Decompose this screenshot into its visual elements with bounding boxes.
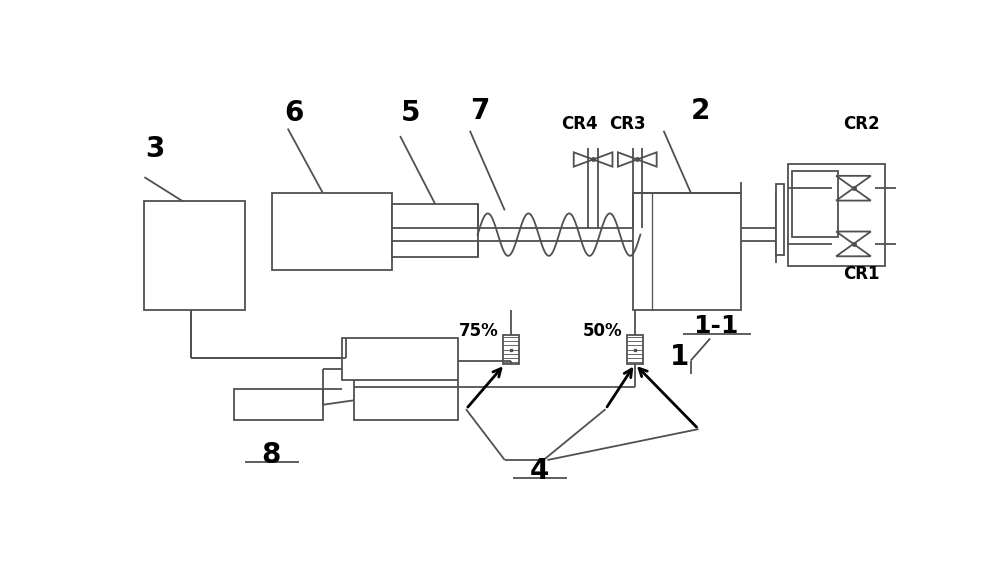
Bar	[354, 387, 458, 420]
Text: CR4: CR4	[562, 115, 598, 133]
Text: 7: 7	[470, 97, 490, 125]
Bar	[234, 389, 323, 420]
Bar	[627, 335, 643, 364]
Bar	[788, 164, 885, 266]
Text: 3: 3	[145, 135, 164, 164]
Text: 1-1: 1-1	[693, 314, 738, 338]
Bar	[503, 335, 519, 364]
Text: 8: 8	[261, 441, 280, 469]
Text: 50%: 50%	[583, 321, 622, 340]
Bar	[272, 193, 392, 270]
Text: 1: 1	[670, 343, 689, 371]
Bar	[392, 204, 478, 257]
Bar	[144, 201, 245, 310]
Text: 4: 4	[530, 457, 549, 485]
Text: CR2: CR2	[843, 115, 880, 133]
Text: CR1: CR1	[843, 265, 880, 284]
Bar	[776, 184, 784, 254]
Text: 75%: 75%	[459, 321, 499, 340]
Bar	[633, 193, 741, 310]
Text: 5: 5	[400, 99, 420, 127]
Text: CR3: CR3	[609, 115, 646, 133]
Text: 2: 2	[690, 97, 710, 125]
Text: 6: 6	[284, 99, 304, 127]
Bar	[792, 170, 838, 237]
Bar	[342, 339, 458, 381]
